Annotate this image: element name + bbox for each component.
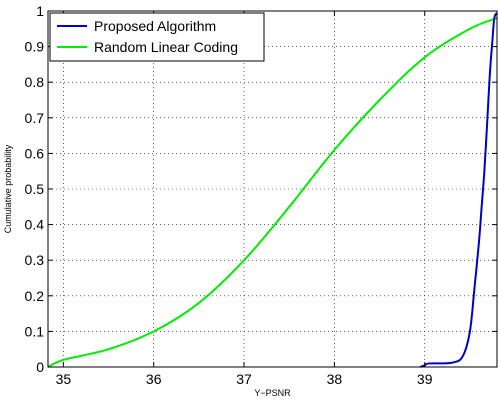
y-tick-label: 0.2 [25, 288, 45, 304]
y-tick-label: 1 [36, 3, 44, 19]
axis-ticks: 35 36 37 38 39 0 0.1 0.2 0.3 0.4 0.5 0.6 0.7 0.8 0.9 1 [25, 3, 497, 387]
y-tick-label: 0.3 [25, 252, 45, 268]
y-tick-label: 0.9 [25, 39, 45, 55]
y-tick-label: 0.1 [25, 323, 45, 339]
x-tick-label: 39 [417, 371, 433, 387]
series-line-proposed-algorithm [419, 12, 498, 368]
legend-label-proposed-algorithm: Proposed Algorithm [94, 18, 216, 34]
series-lines [47, 12, 498, 368]
y-tick-label: 0.4 [25, 217, 45, 233]
legend-label-random-linear-coding: Random Linear Coding [94, 39, 238, 55]
series-line-random-linear-coding [47, 17, 498, 368]
grid-lines [48, 10, 497, 368]
y-tick-label: 0 [36, 359, 44, 375]
x-tick-label: 35 [56, 371, 72, 387]
x-axis-label: Y−PSNR [254, 388, 291, 398]
x-tick-label: 36 [146, 371, 162, 387]
legend-box [49, 12, 265, 62]
legend: Proposed Algorithm Random Linear Coding [49, 12, 265, 62]
y-tick-label: 0.8 [25, 74, 45, 90]
y-tick-label: 0.5 [25, 181, 45, 197]
y-tick-label: 0.7 [25, 110, 45, 126]
x-tick-label: 37 [236, 371, 252, 387]
y-axis-label: Cumulative probability [3, 144, 13, 233]
y-tick-label: 0.6 [25, 145, 45, 161]
x-tick-label: 38 [327, 371, 343, 387]
